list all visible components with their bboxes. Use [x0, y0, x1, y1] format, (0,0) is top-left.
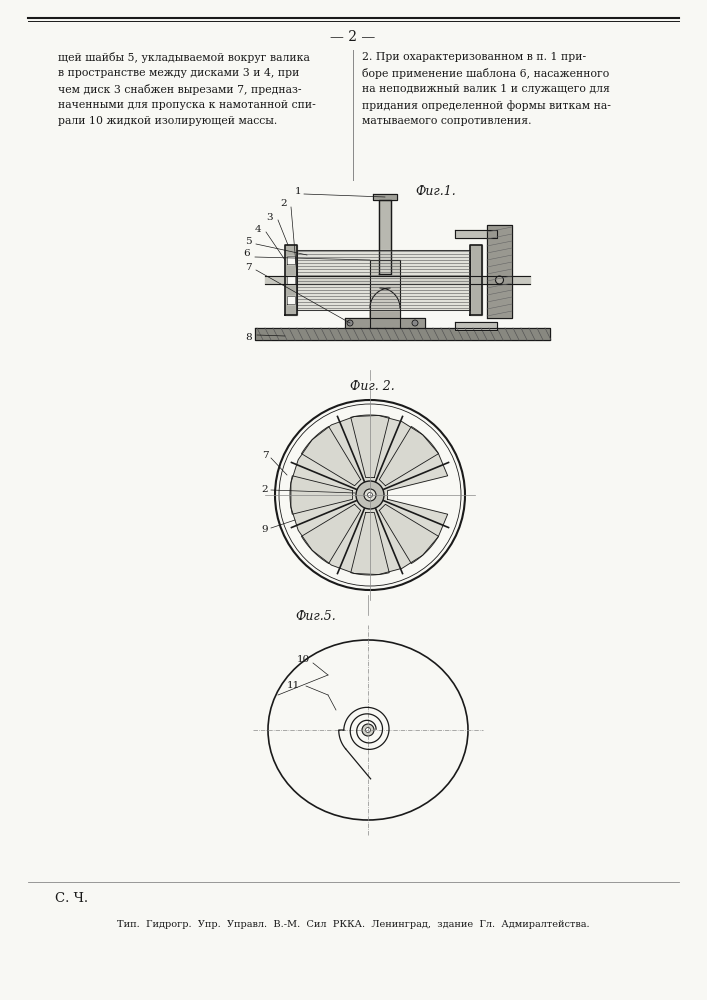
Circle shape [362, 724, 374, 736]
Text: 2: 2 [281, 200, 287, 209]
Polygon shape [287, 256, 295, 264]
Polygon shape [380, 288, 400, 328]
Text: С. Ч.: С. Ч. [55, 892, 88, 905]
Polygon shape [345, 318, 425, 328]
Circle shape [364, 489, 376, 501]
Text: 4: 4 [255, 225, 262, 233]
Text: 2: 2 [262, 486, 269, 494]
Polygon shape [301, 504, 361, 564]
Circle shape [496, 276, 503, 284]
Text: рали 10 жидкой изолирующей массы.: рали 10 жидкой изолирующей массы. [58, 116, 277, 126]
Text: Фиг.5.: Фиг.5. [295, 610, 336, 623]
Text: щей шайбы 5, укладываемой вокруг валика: щей шайбы 5, укладываемой вокруг валика [58, 52, 310, 63]
Text: 3: 3 [267, 213, 274, 222]
Text: наченными для пропуска к намотанной спи-: наченными для пропуска к намотанной спи- [58, 100, 316, 110]
Text: Фиг.1.: Фиг.1. [415, 185, 456, 198]
Polygon shape [351, 415, 390, 478]
Text: — 2 —: — 2 — [330, 30, 375, 44]
Polygon shape [287, 276, 295, 284]
Text: чем диск 3 снабжен вырезами 7, предназ-: чем диск 3 снабжен вырезами 7, предназ- [58, 84, 301, 95]
Text: 9: 9 [262, 526, 269, 534]
Text: 6: 6 [244, 249, 250, 258]
Text: 11: 11 [286, 680, 300, 690]
Polygon shape [370, 288, 390, 328]
Circle shape [412, 320, 418, 326]
Circle shape [366, 728, 370, 732]
Text: 7: 7 [245, 262, 251, 271]
Text: на неподвижный валик 1 и служащего для: на неподвижный валик 1 и служащего для [362, 84, 610, 94]
Text: придания определенной формы виткам на-: придания определенной формы виткам на- [362, 100, 611, 111]
Text: Фиг. 2.: Фиг. 2. [350, 380, 395, 393]
Polygon shape [370, 260, 400, 328]
Text: 8: 8 [246, 334, 252, 342]
Circle shape [347, 320, 353, 326]
Polygon shape [287, 296, 295, 304]
Text: 1: 1 [295, 188, 301, 196]
Circle shape [368, 492, 373, 497]
Circle shape [356, 481, 384, 509]
Polygon shape [290, 476, 353, 514]
Polygon shape [255, 328, 550, 340]
Polygon shape [265, 276, 530, 284]
Polygon shape [455, 230, 497, 238]
Polygon shape [379, 426, 438, 486]
Text: 10: 10 [296, 656, 310, 664]
Polygon shape [487, 225, 512, 318]
Polygon shape [379, 200, 391, 274]
Polygon shape [373, 194, 397, 200]
Polygon shape [379, 504, 438, 564]
Polygon shape [301, 426, 361, 486]
Polygon shape [291, 415, 448, 575]
Text: Тип.  Гидрогр.  Упр.  Управл.  В.-М.  Сил  РККА.  Ленинград,  здание  Гл.  Адмир: Тип. Гидрогр. Упр. Управл. В.-М. Сил РКК… [117, 920, 590, 929]
Polygon shape [455, 322, 497, 330]
Text: боре применение шаблона 6, насаженного: боре применение шаблона 6, насаженного [362, 68, 609, 79]
Text: 5: 5 [245, 236, 251, 245]
Polygon shape [297, 250, 470, 310]
Polygon shape [351, 512, 390, 575]
Text: 2. При охарактеризованном в п. 1 при-: 2. При охарактеризованном в п. 1 при- [362, 52, 586, 62]
Polygon shape [285, 245, 297, 315]
Text: матываемого сопротивления.: матываемого сопротивления. [362, 116, 532, 126]
Text: 7: 7 [262, 450, 269, 460]
Text: в пространстве между дисками 3 и 4, при: в пространстве между дисками 3 и 4, при [58, 68, 299, 78]
Polygon shape [470, 245, 482, 315]
